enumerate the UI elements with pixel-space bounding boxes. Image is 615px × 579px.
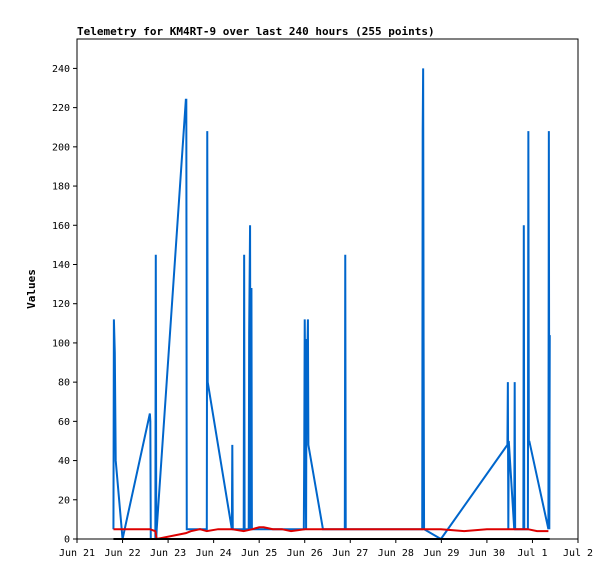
y-axis-ticks: 0 20 40 60 80 100 120 140 160 180 200 220 240 [52, 64, 77, 546]
y-tick-label: 80 [58, 378, 70, 389]
x-tick-label: Jun 22 [104, 548, 140, 559]
x-tick-label: Jun 21 [59, 548, 95, 559]
x-tick-label: Jun 27 [332, 548, 368, 559]
y-tick-label: 240 [52, 64, 70, 75]
y-tick-label: 180 [52, 182, 70, 193]
y-tick-label: 160 [52, 221, 70, 232]
plot-frame [76, 38, 579, 540]
series-layer [112, 68, 551, 541]
y-tick-label: 20 [58, 495, 70, 506]
x-tick-label: Jun 23 [150, 548, 186, 559]
x-tick-label: Jul 1 [517, 548, 547, 559]
y-tick-label: 140 [52, 260, 70, 271]
y-tick-label: 0 [64, 535, 70, 546]
series-1-line [112, 68, 551, 541]
y-tick-label: 200 [52, 142, 70, 153]
x-tick-label: Jun 25 [241, 548, 277, 559]
x-tick-label: Jun 28 [378, 548, 414, 559]
x-tick-label: Jun 24 [196, 548, 232, 559]
y-tick-label: 100 [52, 338, 70, 349]
x-tick-label: Jun 30 [469, 548, 505, 559]
x-tick-label: Jul 2 [563, 548, 593, 559]
x-axis-ticks: Jun 21 Jun 22 Jun 23 Jun 24 Jun 25 Jun 26 Jun … [59, 539, 593, 559]
y-tick-label: 60 [58, 417, 70, 428]
x-tick-label: Jun 29 [423, 548, 459, 559]
y-tick-label: 40 [58, 456, 70, 467]
y-tick-label: 220 [52, 103, 70, 114]
series-2-line [113, 526, 549, 541]
y-axis-label: Values [25, 269, 38, 309]
y-tick-label: 120 [52, 299, 70, 310]
chart-title: Telemetry for KM4RT-9 over last 240 hour… [77, 25, 435, 38]
x-tick-label: Jun 26 [287, 548, 323, 559]
